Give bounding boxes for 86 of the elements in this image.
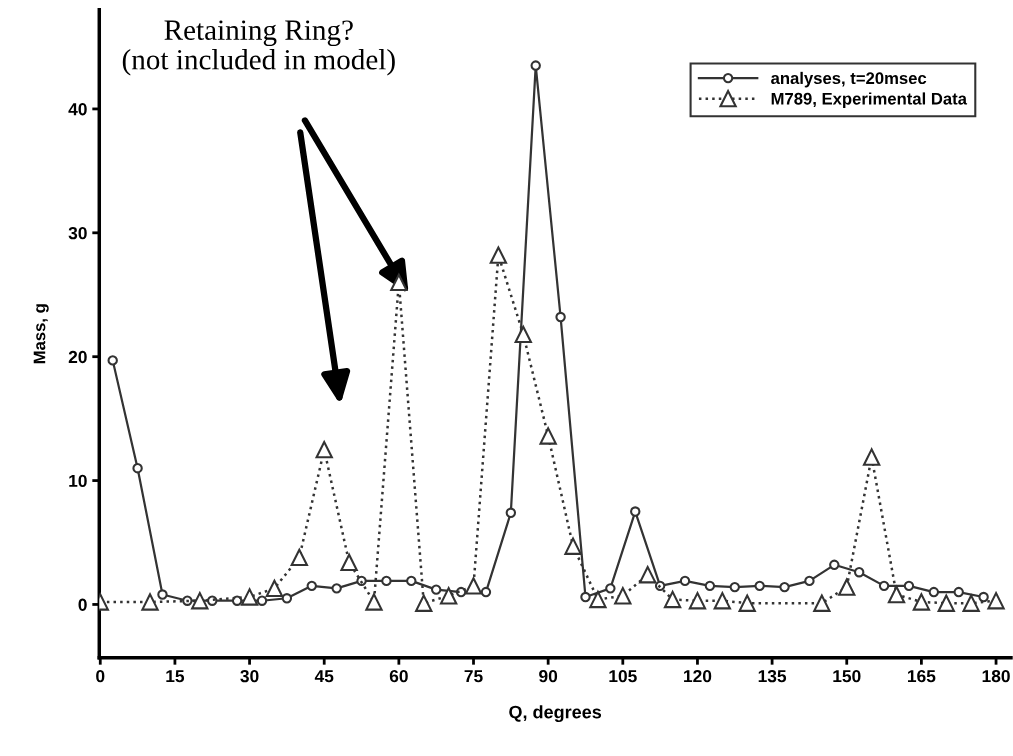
x-tick-label: 150 bbox=[833, 669, 861, 683]
y-tick-label: 10 bbox=[69, 474, 87, 488]
point bbox=[514, 325, 532, 344]
y-tick-label: 20 bbox=[68, 350, 87, 364]
legend-label: M789, Experimental Data bbox=[771, 92, 968, 108]
point bbox=[290, 548, 309, 567]
point bbox=[605, 583, 616, 594]
point bbox=[340, 553, 358, 572]
point bbox=[141, 593, 159, 611]
y-tick-label: 30 bbox=[68, 226, 87, 240]
x-tick-label: 165 bbox=[908, 669, 936, 683]
point bbox=[829, 559, 840, 571]
point bbox=[639, 566, 657, 584]
x-tick-label: 180 bbox=[982, 669, 1010, 683]
point bbox=[439, 587, 458, 605]
y-tick-label: 0 bbox=[78, 598, 87, 611]
point bbox=[779, 581, 790, 593]
point bbox=[231, 595, 243, 606]
point bbox=[887, 585, 906, 604]
point bbox=[654, 580, 666, 592]
point bbox=[564, 537, 582, 555]
point bbox=[132, 462, 143, 474]
point bbox=[688, 592, 707, 610]
point bbox=[306, 580, 317, 592]
point bbox=[713, 592, 732, 610]
point bbox=[315, 440, 333, 459]
point bbox=[157, 589, 168, 600]
point bbox=[903, 580, 915, 592]
y-axis-title: Mass, g bbox=[33, 304, 49, 364]
point bbox=[754, 580, 765, 592]
x-tick-label: 30 bbox=[240, 669, 259, 683]
point bbox=[804, 575, 815, 587]
point bbox=[878, 580, 890, 592]
point bbox=[729, 581, 740, 593]
point bbox=[663, 590, 682, 609]
point bbox=[464, 577, 483, 595]
x-tick-label: 60 bbox=[389, 669, 408, 683]
point bbox=[191, 592, 209, 610]
point bbox=[912, 593, 931, 611]
point bbox=[505, 507, 517, 518]
point bbox=[962, 594, 980, 612]
point bbox=[580, 591, 591, 603]
point bbox=[630, 506, 641, 517]
point bbox=[928, 586, 940, 598]
x-tick-label: 75 bbox=[464, 670, 483, 683]
x-axis-title: Q, degrees bbox=[509, 705, 602, 723]
point bbox=[679, 575, 691, 587]
point bbox=[978, 591, 989, 603]
y-tick-label: 40 bbox=[68, 103, 87, 116]
point bbox=[530, 60, 541, 71]
point bbox=[589, 590, 607, 609]
point bbox=[480, 586, 492, 598]
x-tick-label: 15 bbox=[166, 670, 185, 683]
point bbox=[614, 587, 632, 605]
x-tick-label: 45 bbox=[314, 670, 334, 683]
point bbox=[953, 586, 964, 598]
point bbox=[331, 583, 342, 594]
point bbox=[862, 448, 881, 466]
point bbox=[853, 567, 865, 578]
point bbox=[813, 594, 831, 612]
point bbox=[937, 594, 955, 612]
point bbox=[406, 575, 417, 587]
point bbox=[265, 579, 284, 598]
legend-label: analyses, t=20msec bbox=[771, 71, 927, 88]
point bbox=[256, 595, 268, 606]
point bbox=[704, 580, 716, 592]
point bbox=[539, 427, 557, 445]
point bbox=[381, 575, 392, 587]
annotation: Retaining Ring? (not included in model) bbox=[122, 20, 395, 76]
point bbox=[489, 246, 508, 264]
x-tick-label: 120 bbox=[684, 669, 712, 683]
point bbox=[365, 593, 383, 611]
point bbox=[738, 594, 756, 612]
point bbox=[240, 588, 259, 606]
point bbox=[281, 593, 293, 604]
x-tick-label: 0 bbox=[96, 669, 105, 683]
point bbox=[107, 355, 118, 366]
x-tick-label: 105 bbox=[609, 669, 637, 683]
point bbox=[182, 595, 193, 606]
x-tick-label: 135 bbox=[758, 669, 787, 683]
point bbox=[987, 592, 1005, 610]
point bbox=[415, 594, 433, 612]
x-tick-label: 90 bbox=[539, 669, 558, 683]
point bbox=[838, 578, 856, 596]
point bbox=[555, 311, 566, 323]
point bbox=[430, 584, 442, 595]
